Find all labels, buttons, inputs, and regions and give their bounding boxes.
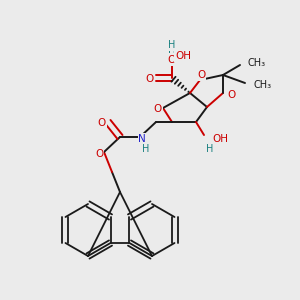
Text: OH: OH (175, 51, 191, 61)
Text: H: H (168, 45, 176, 55)
Text: O: O (197, 70, 205, 80)
Text: H: H (142, 144, 150, 154)
Text: O: O (168, 55, 176, 65)
Text: O: O (95, 149, 103, 159)
Text: N: N (138, 134, 146, 144)
Text: O: O (154, 104, 162, 114)
Text: H: H (206, 144, 214, 154)
Text: OH: OH (212, 134, 228, 144)
Text: CH₃: CH₃ (253, 80, 271, 90)
Text: O: O (146, 74, 154, 84)
Text: O: O (98, 118, 106, 128)
Text: CH₃: CH₃ (248, 58, 266, 68)
Text: O: O (227, 90, 235, 100)
Text: H: H (168, 40, 176, 50)
